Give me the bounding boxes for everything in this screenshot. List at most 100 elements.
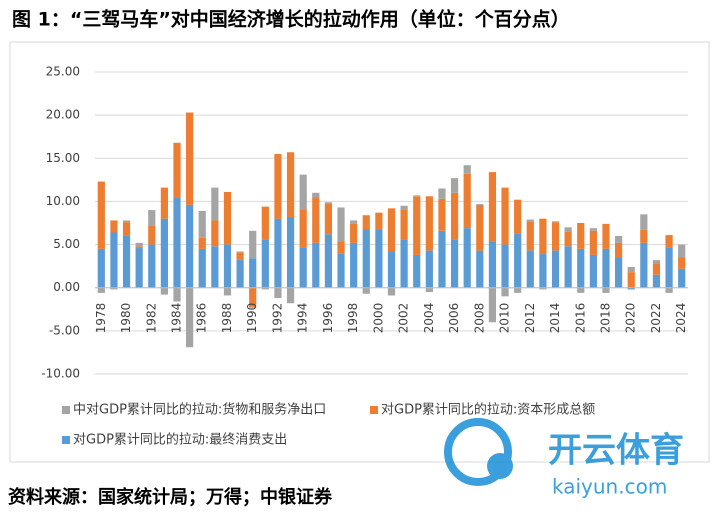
bar-segment	[577, 223, 585, 249]
bar-segment	[350, 242, 358, 288]
bar-segment	[186, 287, 194, 348]
bar-segment	[640, 229, 648, 243]
bar-segment	[652, 263, 661, 275]
bar-segment	[514, 287, 522, 293]
watermark: 开云体育 kaiyun.com	[444, 418, 684, 499]
bar-segment	[236, 251, 244, 253]
legend-label: 对GDP累计同比的拉动:资本形成总额	[381, 402, 595, 418]
bar-segment	[350, 223, 358, 243]
bar-segment	[236, 252, 244, 260]
bar-segment	[337, 241, 345, 254]
bar-segment	[678, 268, 686, 288]
legend-swatch	[62, 436, 70, 444]
bar-segment	[577, 287, 585, 293]
x-tick-label: 1990	[245, 303, 259, 334]
bar-segment	[539, 287, 547, 290]
bar-segment	[148, 244, 156, 288]
bar-segment	[665, 287, 673, 293]
bar-segment	[425, 250, 433, 288]
bar-segment	[602, 223, 610, 249]
bar-segment	[476, 204, 484, 205]
bar-segment	[324, 204, 333, 235]
bar-segment	[564, 227, 572, 232]
bar-segment	[286, 216, 295, 288]
bar-segment	[211, 220, 219, 247]
x-tick-label: 1996	[321, 303, 335, 334]
bar-segment	[589, 230, 597, 255]
bar-segment	[387, 287, 396, 296]
bar-segment	[400, 209, 408, 240]
bar-segment	[463, 165, 471, 174]
bar-segment	[627, 267, 635, 273]
bar-segment	[337, 253, 345, 288]
bar-segment	[463, 228, 471, 288]
bar-segment	[526, 250, 534, 288]
bar-segment	[299, 209, 307, 248]
bar-segment	[463, 173, 471, 229]
bar-segment	[324, 202, 333, 205]
bar-segment	[286, 152, 295, 217]
bar-segment	[261, 206, 269, 240]
bar-segment	[350, 220, 358, 224]
y-tick-label: 10.00	[46, 194, 80, 208]
x-tick-label: 2010	[498, 303, 512, 334]
bar-segment	[110, 287, 118, 290]
bar-segment	[223, 287, 232, 296]
x-tick-label: 1978	[94, 303, 108, 334]
bar-segment	[312, 242, 320, 288]
bar-segment	[160, 187, 168, 219]
bar-segment	[211, 187, 219, 221]
bar-segment	[223, 244, 232, 288]
bar-segment	[148, 210, 156, 226]
bar-segment	[249, 258, 257, 288]
bar-segment	[173, 287, 181, 302]
x-tick-label: 2018	[598, 303, 612, 334]
bar-segment	[97, 287, 105, 293]
bar-segment	[400, 239, 408, 288]
bar-segment	[450, 192, 459, 240]
bar-segment	[413, 195, 421, 197]
x-tick-label: 2002	[397, 303, 411, 334]
bar-segment	[488, 172, 497, 242]
chart-frame	[9, 41, 710, 463]
bar-segment	[526, 219, 534, 222]
bar-segment	[450, 239, 459, 288]
bar-segment	[198, 237, 206, 249]
bar-segment	[362, 229, 370, 288]
bar-segment	[400, 205, 408, 210]
bar-segment	[261, 287, 269, 290]
bar-segment	[564, 231, 572, 247]
bar-segment	[539, 218, 547, 255]
bar-segment	[425, 196, 433, 251]
x-tick-label: 1980	[119, 303, 133, 334]
bar-segment	[211, 246, 219, 288]
bar-segment	[173, 197, 181, 288]
bar-segment	[299, 247, 307, 288]
bar-segment	[110, 232, 118, 288]
bar-segment	[678, 244, 686, 258]
watermark-text: 开云体育	[548, 431, 684, 471]
bar-segment	[387, 251, 396, 288]
bar-segment	[652, 260, 661, 264]
bar-segment	[615, 235, 623, 243]
bar-segment	[438, 230, 446, 288]
bar-segment	[160, 287, 168, 295]
bar-segment	[160, 218, 168, 288]
x-tick-label: 2000	[371, 303, 385, 334]
y-tick-label: 5.00	[53, 237, 80, 251]
legend-swatch	[370, 406, 378, 414]
x-tick-label: 1998	[346, 303, 360, 334]
x-tick-label: 1994	[296, 303, 310, 334]
bar-segment	[678, 257, 686, 269]
bar-segment	[589, 254, 597, 288]
bar-segment	[551, 221, 560, 223]
y-tick-label: 15.00	[46, 151, 80, 165]
bar-segment	[665, 247, 673, 288]
bar-segment	[186, 112, 194, 205]
bar-segment	[539, 254, 547, 288]
bar-segment	[526, 221, 534, 251]
y-tick-label: 20.00	[46, 108, 80, 122]
x-tick-label: 2008	[472, 303, 486, 334]
x-tick-label: 1984	[170, 303, 184, 334]
